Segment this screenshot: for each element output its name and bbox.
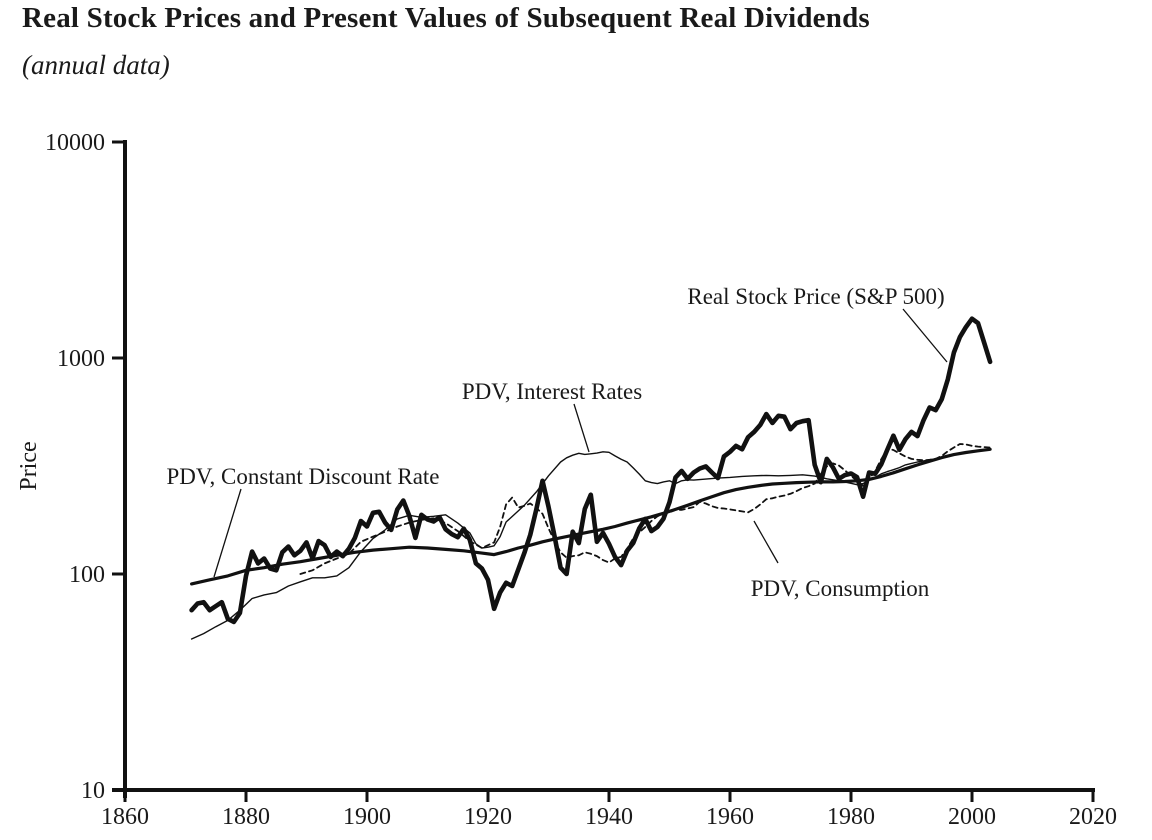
x-tick-label-1900: 1900 [343, 804, 391, 830]
annotations: Real Stock Price (S&P 500) PDV, Interest … [166, 284, 948, 601]
y-axis-label: Price [16, 441, 42, 490]
annotation-line-pdv-constant-discount-rate [213, 488, 242, 578]
y-tick-label-10: 10 [81, 778, 105, 804]
annotation-line-real-stock-price [902, 308, 948, 363]
annotation-line-pdv-consumption [753, 520, 779, 564]
x-tick-label-1960: 1960 [706, 804, 754, 830]
chart-title: Real Stock Prices and Present Values of … [22, 2, 870, 34]
x-tick-label-2000: 2000 [948, 804, 996, 830]
annotation-line-pdv-interest-rates [573, 403, 590, 453]
annotation-label-pdv-constant-discount-rate: PDV, Constant Discount Rate [166, 464, 439, 489]
annotation-label-real-stock-price: Real Stock Price (S&P 500) [687, 284, 944, 309]
series-line-pdv-interest-rates [190, 448, 991, 640]
x-tick-label-1920: 1920 [464, 804, 512, 830]
x-tick-label-1980: 1980 [827, 804, 875, 830]
series-line-pdv-consumption [299, 443, 991, 575]
x-tick-label-1940: 1940 [585, 804, 633, 830]
series-line-real-stock-price [189, 316, 993, 625]
axes: 10 100 1000 10000 1860 1880 1900 1920 1940 1960 19… [16, 130, 1117, 830]
x-tick-label-1880: 1880 [222, 804, 270, 830]
annotation-label-pdv-interest-rates: PDV, Interest Rates [462, 379, 642, 404]
x-tick-label-2020: 2020 [1069, 804, 1117, 830]
annotation-label-pdv-consumption: PDV, Consumption [751, 576, 930, 601]
axis-lines [112, 140, 1095, 798]
series-lines [189, 316, 993, 640]
y-tick-label-1000: 1000 [57, 346, 105, 372]
series-line-pdv-constant-discount-rate [190, 447, 992, 586]
x-tick-label-1860: 1860 [101, 804, 149, 830]
y-tick-label-100: 100 [69, 562, 105, 588]
y-tick-label-10000: 10000 [45, 130, 105, 156]
chart-subtitle: (annual data) [22, 50, 170, 80]
